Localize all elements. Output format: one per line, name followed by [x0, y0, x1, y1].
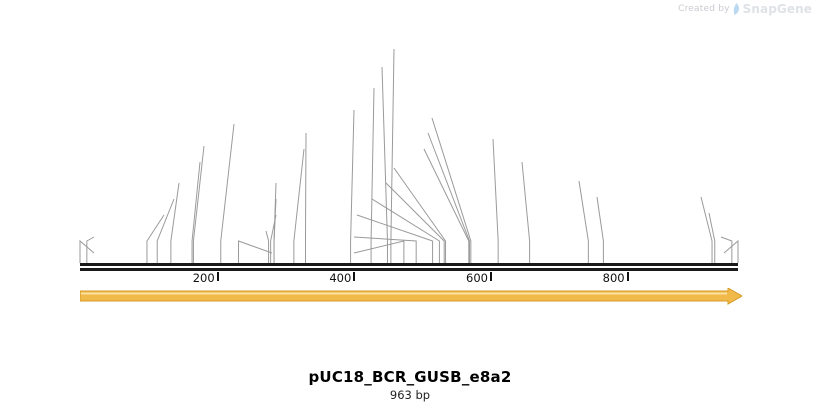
leader-line [708, 212, 716, 263]
leader-line [353, 240, 405, 263]
enzyme-label[interactable] [0, 170, 382, 183]
leader-line [385, 182, 445, 263]
backbone-inner-line [80, 266, 738, 268]
ruler-label: 400 [329, 271, 352, 285]
leader-line [353, 236, 417, 263]
leader-line [431, 117, 472, 263]
ruler-label: 200 [192, 271, 215, 285]
ruler-label: 600 [466, 271, 488, 285]
orf-arrow-highlight [81, 292, 727, 295]
leader-line [427, 132, 470, 263]
enzyme-label[interactable] [0, 136, 420, 149]
enzyme-label[interactable] [725, 224, 732, 237]
leader-line [578, 180, 589, 263]
leader-line [596, 196, 604, 263]
enzyme-label[interactable] [0, 240, 350, 253]
watermark-brand: SnapGene [742, 2, 812, 16]
enzyme-label[interactable] [0, 54, 378, 67]
ruler-label: 800 [602, 271, 625, 285]
leader-line [521, 161, 531, 263]
plasmid-length: 963 bp [389, 388, 431, 402]
leader-line [393, 167, 447, 263]
watermark-prefix: Created by [678, 4, 730, 14]
ruler-tick [216, 272, 219, 281]
enzyme-label[interactable] [497, 126, 504, 139]
enzyme-label[interactable] [0, 36, 390, 49]
leader-line [423, 148, 470, 263]
ruler-tick [353, 272, 356, 281]
leader-line [371, 198, 440, 263]
enzyme-label[interactable] [0, 186, 368, 199]
leader-line [270, 214, 277, 263]
enzyme-label[interactable] [0, 120, 424, 133]
orf-arrow-body [79, 287, 744, 305]
snapgene-leaf-icon [733, 3, 740, 15]
enzyme-label[interactable] [728, 240, 735, 253]
snapgene-watermark: Created by SnapGene [678, 2, 812, 16]
enzyme-label[interactable] [0, 75, 370, 88]
enzyme-label[interactable] [601, 184, 608, 197]
enzyme-label[interactable] [0, 105, 428, 118]
leader-line [492, 138, 499, 263]
leader-line [390, 48, 395, 263]
ruler-tick [489, 272, 492, 281]
page-title: pUC18_BCR_GUSB_e8a2 [308, 368, 512, 386]
enzyme-label[interactable] [0, 202, 353, 215]
enzyme-label[interactable] [713, 200, 720, 213]
enzyme-label[interactable] [526, 149, 533, 162]
enzyme-label[interactable] [583, 168, 590, 181]
leader-line [356, 214, 434, 263]
sequence-backbone [80, 263, 738, 271]
enzyme-label[interactable] [705, 184, 712, 197]
leader-line [700, 196, 713, 263]
ruler-tick [626, 272, 629, 281]
orf-arrow[interactable] [79, 287, 744, 310]
enzyme-label[interactable] [0, 224, 350, 237]
enzyme-label[interactable] [0, 155, 390, 168]
